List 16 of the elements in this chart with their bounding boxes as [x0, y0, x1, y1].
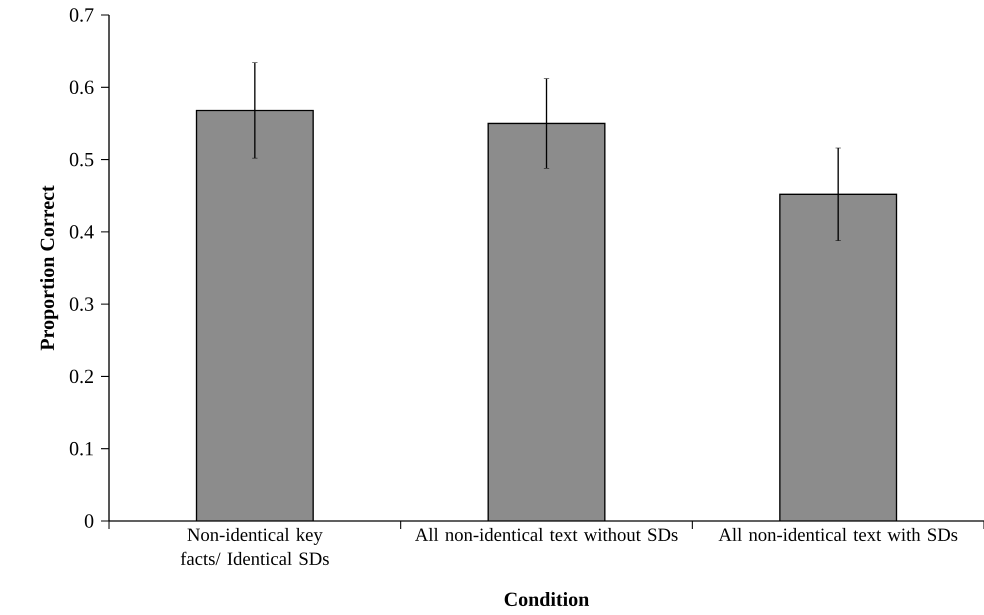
y-tick-label: 0 — [84, 514, 94, 528]
bar — [196, 110, 314, 521]
x-tick-label: Non-identical key facts/ Identical SDs — [180, 528, 329, 566]
bar — [779, 194, 898, 521]
y-axis-title: Proportion Correct — [40, 185, 58, 350]
bar — [488, 123, 605, 521]
y-tick-label: 0.2 — [70, 370, 93, 384]
y-tick-label: 0.3 — [70, 297, 94, 311]
y-tick-label: 0.4 — [70, 225, 94, 239]
y-tick-label: 0.7 — [70, 8, 94, 22]
x-tick-label: All non-identical text without SDs — [415, 528, 678, 542]
y-tick-label: 0.6 — [70, 80, 94, 94]
y-tick-label: 0.5 — [70, 152, 94, 166]
x-axis-title: Condition — [504, 592, 589, 606]
x-tick-label: All non-identical text with SDs — [718, 528, 958, 542]
y-tick-label: 0.1 — [70, 442, 93, 456]
